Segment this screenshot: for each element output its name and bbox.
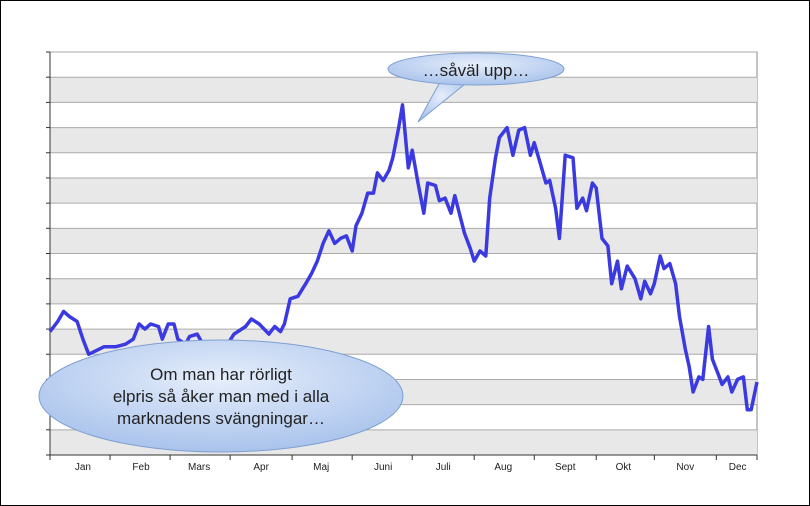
x-tick-label: Okt [616,462,632,473]
annotation-text: Om man har rörligt [150,365,292,384]
callout [38,339,404,453]
x-tick-label: Feb [132,462,150,473]
annotation-text: …såväl upp… [423,61,530,80]
x-tick-label: Mars [188,462,210,473]
x-tick-label: Juli [436,462,451,473]
annotation-text: marknadens svängningar… [117,409,325,428]
x-tick-label: Jan [75,462,91,473]
x-tick-label: Nov [676,462,694,473]
x-tick-label: Juni [374,462,392,473]
x-tick-label: Maj [313,462,329,473]
x-tick-label: Apr [253,462,269,473]
x-tick-label: Aug [494,462,512,473]
grid-band [50,228,757,254]
x-tick-label: Dec [729,462,747,473]
callout [387,52,565,86]
grid-band [50,177,757,204]
grid-band [50,77,757,103]
x-tick-label: Sept [555,462,576,473]
annotations: …såväl upp… Om man har rörligt elpris så å… [38,52,565,453]
annotation-text: elpris så åker man med i alla [113,387,330,406]
price-line [48,103,759,412]
